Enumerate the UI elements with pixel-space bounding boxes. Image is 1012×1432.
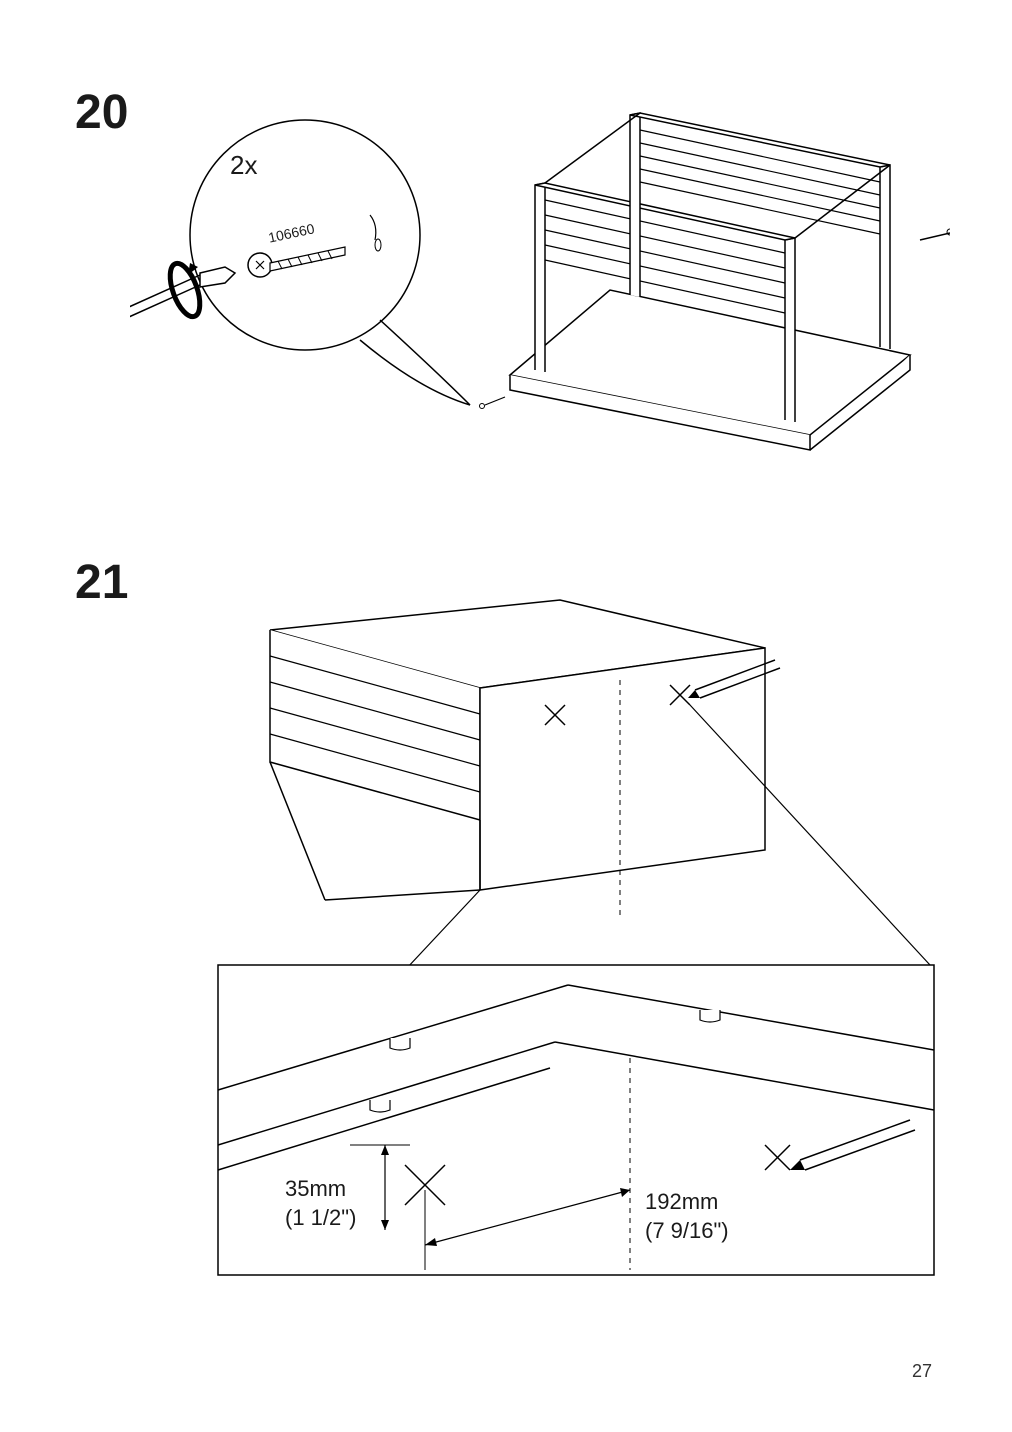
dim-192-in: (7 9/16") [645, 1218, 729, 1243]
step-number-21: 21 [75, 555, 128, 610]
step-number-20: 20 [75, 85, 128, 140]
screw-insert-icon [920, 229, 950, 240]
assembled-box-icon [270, 600, 780, 920]
dim-192-mm: 192mm [645, 1189, 718, 1214]
furniture-assembly-icon [480, 113, 951, 450]
hardware-callout [130, 120, 470, 405]
step-20-diagram: 2x 106660 [130, 95, 950, 455]
step-21-diagram: 35mm (1 1/2") 192mm (7 9/16") [210, 590, 940, 1310]
dimension-label-35mm: 35mm (1 1/2") [285, 1175, 356, 1232]
dim-35-in: (1 1/2") [285, 1205, 356, 1230]
dimension-label-192mm: 192mm (7 9/16") [645, 1188, 729, 1245]
hardware-quantity: 2x [230, 150, 257, 181]
dim-35-mm: 35mm [285, 1176, 346, 1201]
page-number: 27 [912, 1361, 932, 1382]
assembly-instruction-page: 20 [0, 0, 1012, 1432]
step-20-illustration [130, 95, 950, 455]
